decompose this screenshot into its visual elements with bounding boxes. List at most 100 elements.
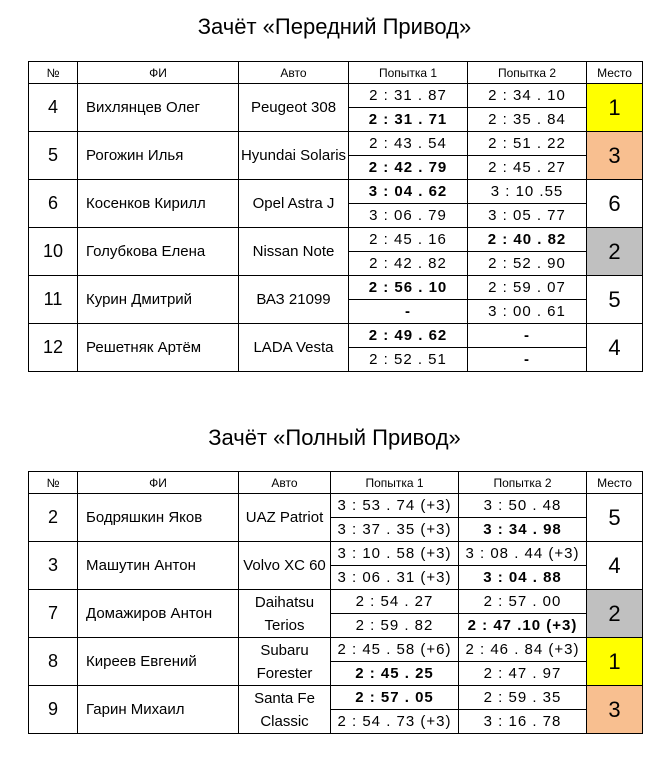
place-cell: 2 [586,589,643,638]
participant-name: Косенков Кирилл [77,179,239,228]
try1-time: 2 : 56 . 10 [348,275,468,300]
front-wheel-drive-table: № ФИ Авто Попытка 1 Попытка 2 Место 4 Вихлянцев… [28,61,643,372]
place-cell: 5 [586,275,643,324]
try2-time: 3 : 04 . 88 [458,565,587,590]
table-row: 8 Киреев Евгений Subaru Forester 2 : 45 . 5… [28,637,643,686]
participant-number: 4 [28,83,78,132]
participant-name: Вихлянцев Олег [77,83,239,132]
try1-time: 3 : 10 . 58 (+3) [330,541,459,566]
car-model: Subaru Forester [238,637,331,686]
place-cell: 3 [586,131,643,180]
participant-name: Бодряшкин Яков [77,493,239,542]
participant-name: Курин Дмитрий [77,275,239,324]
table-row: 3 Машутин Антон Volvo XC 60 3 : 10 . 58 (+3… [28,541,643,590]
header-name: ФИ [77,471,239,494]
try2-time: 3 : 08 . 44 (+3) [458,541,587,566]
try1-time: 3 : 04 . 62 [348,179,468,204]
table-row: 12 Решетняк Артём LADA Vesta 2 : 49 . 62-4 [28,323,643,372]
table-row: 5 Рогожин Илья Hyundai Solaris 2 : 43 . 54 2… [28,131,643,180]
place-cell: 3 [586,685,643,734]
try1-time: - [348,299,468,324]
participant-name: Решетняк Артём [77,323,239,372]
participant-number: 6 [28,179,78,228]
try1-time: 2 : 42 . 82 [348,251,468,276]
car-model: Hyundai Solaris [238,131,349,180]
participant-name: Гарин Михаил [77,685,239,734]
table-row: 11 Курин Дмитрий ВАЗ 21099 2 : 56 . 10 2 : 5… [28,275,643,324]
header-row: № ФИ Авто Попытка 1 Попытка 2 Место [28,61,643,84]
place-cell: 6 [586,179,643,228]
table-row-second-run: 2 : 42 . 79 2 : 45 . 27 [29,155,643,180]
try2-time: 3 : 10 .55 [467,179,587,204]
place-cell: 4 [586,323,643,372]
table-row: 2 Бодряшкин Яков UAZ Patriot 3 : 53 . 74 (+… [28,493,643,542]
table-row-second-run: 2 : 31 . 71 2 : 35 . 84 [29,107,643,132]
all-wheel-drive-title: Зачёт «Полный Привод» [208,425,461,450]
try1-time: 2 : 43 . 54 [348,131,468,156]
table-row-second-run: 2 : 59 . 82 2 : 47 .10 (+3) [29,613,643,638]
place-cell: 1 [586,637,643,686]
try2-time: 2 : 35 . 84 [467,107,587,132]
header-num: № [28,61,78,84]
table-row: 9 Гарин Михаил Santa Fe Classic 2 : 57 . 05… [28,685,643,734]
try2-time: 2 : 59 . 07 [467,275,587,300]
table-row: 4 Вихлянцев Олег Peugeot 308 2 : 31 . 87 2 :… [28,83,643,132]
try1-time: 2 : 52 . 51 [348,347,468,372]
try2-time: 2 : 52 . 90 [467,251,587,276]
car-model: ВАЗ 21099 [238,275,349,324]
car-model: Volvo XC 60 [238,541,331,590]
try2-time: 3 : 16 . 78 [458,709,587,734]
place-cell: 5 [586,493,643,542]
try1-time: 2 : 59 . 82 [330,613,459,638]
header-try2: Попытка 2 [467,61,587,84]
participant-name: Голубкова Елена [77,227,239,276]
try2-time: 3 : 50 . 48 [458,493,587,518]
car-model: Peugeot 308 [238,83,349,132]
header-try2: Попытка 2 [458,471,587,494]
try1-time: 2 : 57 . 05 [330,685,459,710]
try2-time: 2 : 40 . 82 [467,227,587,252]
participant-number: 8 [28,637,78,686]
try2-time: 2 : 57 . 00 [458,589,587,614]
header-car: Авто [238,471,331,494]
header-try1: Попытка 1 [330,471,459,494]
try2-time: 2 : 59 . 35 [458,685,587,710]
participant-number: 9 [28,685,78,734]
participant-number: 11 [28,275,78,324]
try1-time: 2 : 42 . 79 [348,155,468,180]
try2-time: 3 : 00 . 61 [467,299,587,324]
participant-number: 10 [28,227,78,276]
all-wheel-drive-table: № ФИ Авто Попытка 1 Попытка 2 Место 2 Бодряшкин… [28,471,643,734]
participant-name: Домажиров Антон [77,589,239,638]
participant-name: Машутин Антон [77,541,239,590]
try1-time: 3 : 06 . 79 [348,203,468,228]
try2-time: 2 : 47 .10 (+3) [458,613,587,638]
try1-time: 2 : 45 . 25 [330,661,459,686]
car-model: Daihatsu Terios [238,589,331,638]
table-row-second-run: 2 : 45 . 25 2 : 47 . 97 [29,661,643,686]
place-cell: 1 [586,83,643,132]
try1-time: 2 : 49 . 62 [348,323,468,348]
participant-name: Киреев Евгений [77,637,239,686]
table-row-second-run: -3 : 00 . 61 [29,299,643,324]
car-model: Nissan Note [238,227,349,276]
car-model: Opel Astra J [238,179,349,228]
table-row-second-run: 2 : 52 . 51- [29,347,643,372]
try1-time: 2 : 54 . 73 (+3) [330,709,459,734]
participant-number: 12 [28,323,78,372]
header-num: № [28,471,78,494]
table-row: 10 Голубкова Елена Nissan Note 2 : 45 . 16 2… [28,227,643,276]
car-model: Santa Fe Classic [238,685,331,734]
table-row-second-run: 2 : 42 . 82 2 : 52 . 90 [29,251,643,276]
header-try1: Попытка 1 [348,61,468,84]
place-cell: 2 [586,227,643,276]
header-car: Авто [238,61,349,84]
car-model: LADA Vesta [238,323,349,372]
try1-time: 3 : 37 . 35 (+3) [330,517,459,542]
car-model: UAZ Patriot [238,493,331,542]
table-row-second-run: 3 : 06 . 31 (+3) 3 : 04 . 88 [29,565,643,590]
try1-time: 2 : 31 . 71 [348,107,468,132]
try1-time: 3 : 53 . 74 (+3) [330,493,459,518]
front-wheel-drive-title: Зачёт «Передний Привод» [197,14,472,39]
participant-number: 2 [28,493,78,542]
